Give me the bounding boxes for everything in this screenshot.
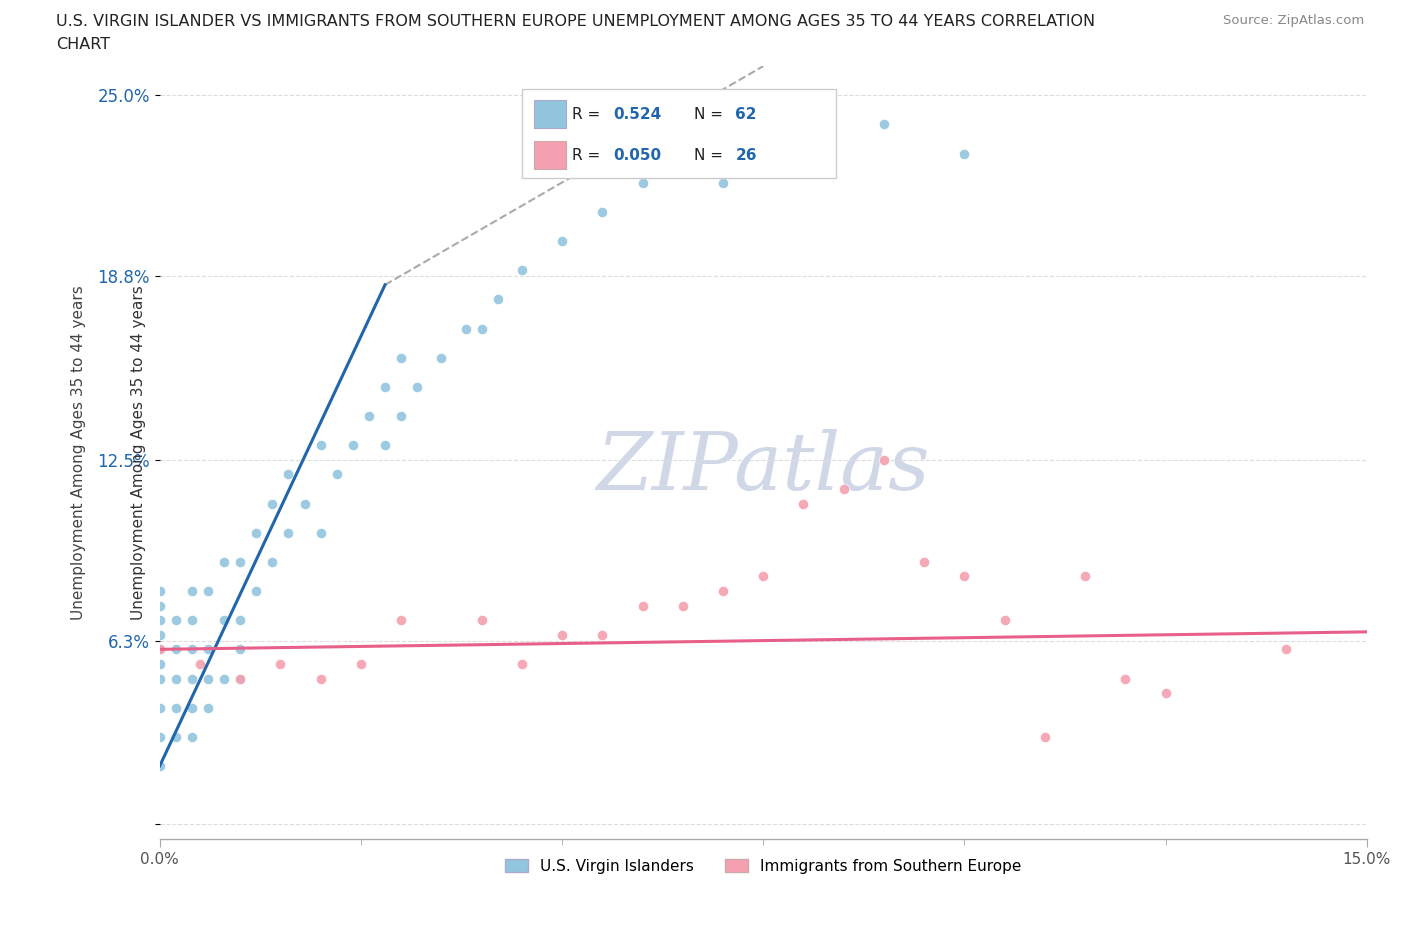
Point [180,613,202,628]
Point [672,146,695,161]
Point [165,700,187,715]
Point [277,467,299,482]
Point [149,759,172,774]
Point [551,233,574,248]
Y-axis label: Unemployment Among Ages 35 to 44 years: Unemployment Among Ages 35 to 44 years [72,286,86,620]
Point [277,525,299,540]
Point [149,671,172,686]
Point [149,700,172,715]
Point [294,496,316,511]
Point [510,263,533,278]
Point [229,613,252,628]
Point [711,176,734,191]
Point [792,496,814,511]
Point [1114,671,1136,686]
Point [229,671,252,686]
Point [389,613,412,628]
Point [389,351,412,365]
Point [149,613,172,628]
Point [471,613,494,628]
Point [229,671,252,686]
Point [188,657,211,671]
Point [149,642,172,657]
Point [165,613,187,628]
Point [262,496,284,511]
Point [326,467,349,482]
Point [1275,642,1298,657]
Point [873,117,896,132]
Point [197,671,219,686]
Point [212,613,235,628]
Point [197,642,219,657]
Point [672,598,695,613]
Point [180,671,202,686]
Point [406,379,429,394]
Point [342,438,364,453]
Point [165,729,187,744]
Point [591,628,613,643]
Point [631,598,654,613]
Point [165,642,187,657]
Point [832,482,855,497]
Point [149,729,172,744]
Point [212,671,235,686]
Point [309,438,332,453]
Point [350,657,373,671]
Point [245,584,267,599]
Point [180,700,202,715]
Point [471,321,494,336]
Point [180,729,202,744]
Point [510,657,533,671]
Point [149,628,172,643]
Point [357,408,380,423]
Point [149,598,172,613]
Point [374,379,396,394]
Point [1154,685,1177,700]
Point [197,584,219,599]
Text: CHART: CHART [56,37,110,52]
Y-axis label: Unemployment Among Ages 35 to 44 years: Unemployment Among Ages 35 to 44 years [131,286,146,620]
Point [1074,569,1097,584]
Text: Source: ZipAtlas.com: Source: ZipAtlas.com [1223,14,1364,27]
Point [180,584,202,599]
Point [245,525,267,540]
Point [631,176,654,191]
Point [430,351,453,365]
Point [551,628,574,643]
Point [197,700,219,715]
Point [229,642,252,657]
Point [912,554,935,569]
Point [994,613,1017,628]
Point [752,569,775,584]
Point [269,657,291,671]
Point [374,438,396,453]
Point [1033,729,1056,744]
Text: ZIPatlas: ZIPatlas [596,430,929,507]
Point [953,569,976,584]
Point [711,584,734,599]
Point [454,321,477,336]
Text: U.S. VIRGIN ISLANDER VS IMMIGRANTS FROM SOUTHERN EUROPE UNEMPLOYMENT AMONG AGES : U.S. VIRGIN ISLANDER VS IMMIGRANTS FROM … [56,14,1095,29]
Legend: U.S. Virgin Islanders, Immigrants from Southern Europe: U.S. Virgin Islanders, Immigrants from S… [498,851,1029,882]
Point [229,554,252,569]
Point [149,584,172,599]
Point [953,146,976,161]
Point [486,292,509,307]
Point [873,452,896,467]
Point [309,525,332,540]
Point [149,657,172,671]
Point [792,146,814,161]
Point [309,671,332,686]
Point [212,554,235,569]
Point [591,205,613,219]
Point [262,554,284,569]
Point [165,671,187,686]
Point [389,408,412,423]
Point [180,642,202,657]
Point [149,642,172,657]
